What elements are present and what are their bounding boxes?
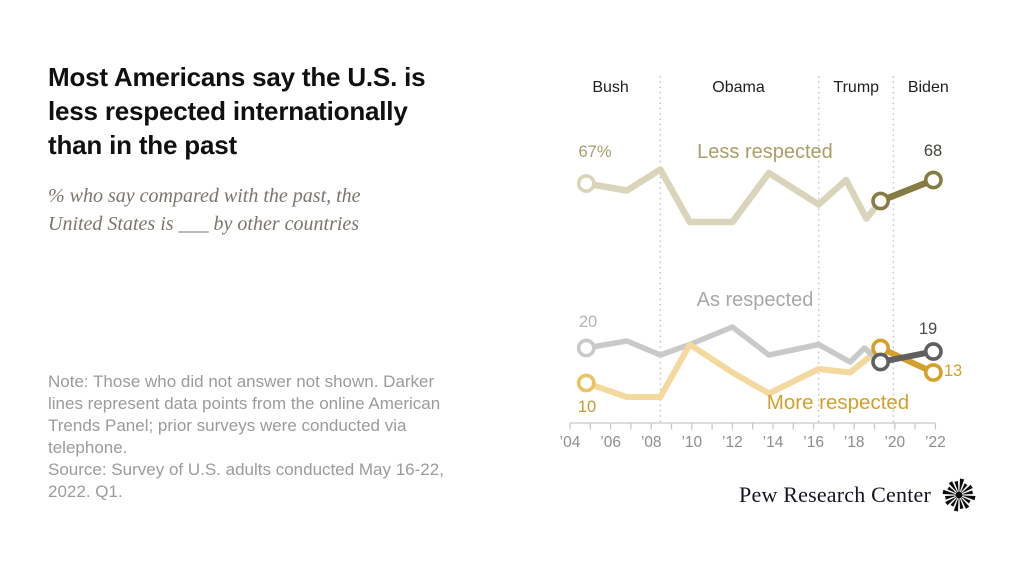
- starburst-ray: [960, 484, 973, 494]
- starburst-ray: [945, 496, 958, 506]
- starburst-ray: [959, 497, 964, 509]
- text-panel: Most Americans say the U.S. is less resp…: [48, 60, 518, 238]
- x-axis-label: ’06: [600, 434, 621, 451]
- x-axis-label: ’16: [803, 434, 824, 451]
- series-line-as_tel: [583, 324, 868, 365]
- chart-subtitle: % who say compared with the past, the Un…: [48, 182, 518, 238]
- value-label-68: 68: [924, 142, 942, 160]
- series-line-less_tel: [582, 166, 870, 226]
- starburst-ray: [960, 496, 970, 509]
- starburst-ray: [948, 481, 958, 494]
- value-label-13: 13: [944, 362, 962, 380]
- data-marker-more_atp: [923, 363, 943, 382]
- series-line-less_atp: [877, 176, 937, 205]
- x-axis-label: ’20: [884, 434, 905, 451]
- pew-starburst-icon: [942, 478, 976, 512]
- note-and-source: Note: Those who did not answer not shown…: [48, 371, 508, 503]
- data-marker-less_atp: [871, 191, 890, 211]
- data-marker-less_atp: [923, 170, 943, 190]
- series-label-less-respected: Less respected: [697, 141, 833, 163]
- president-label-bush: Bush: [592, 79, 628, 96]
- president-label-trump: Trump: [833, 79, 879, 96]
- starburst-ray: [960, 483, 968, 494]
- pew-logo: Pew Research Center: [739, 476, 978, 514]
- note-line: lines represent data points from the onl…: [48, 394, 441, 413]
- starburst-ray: [954, 481, 959, 493]
- starburst-ray: [953, 497, 959, 512]
- starburst-ray: [947, 486, 958, 494]
- pew-logo-text: Pew Research Center: [739, 482, 931, 507]
- chart-title: Most Americans say the U.S. is less resp…: [48, 60, 518, 162]
- series-label-more-respected: More respected: [767, 391, 909, 414]
- source-line: 2022. Q1.: [48, 482, 123, 501]
- note-line: Note: Those who did not answer not shown…: [48, 372, 435, 391]
- subtitle-line: % who say compared with the past, the: [48, 185, 361, 207]
- starburst-center: [955, 491, 963, 499]
- value-label-19: 19: [919, 320, 937, 338]
- title-line: Most Americans say the U.S. is: [48, 62, 426, 92]
- x-axis-label: ’10: [681, 434, 702, 451]
- x-axis-label: ’22: [925, 434, 946, 451]
- president-label-biden: Biden: [908, 79, 949, 96]
- value-label-67pct: 67%: [578, 143, 611, 161]
- starburst-ray: [961, 495, 976, 501]
- source-line: Source: Survey of U.S. adults conducted …: [48, 460, 444, 479]
- starburst-ray: [959, 478, 965, 493]
- start-marker-less_tel: [576, 174, 596, 193]
- x-axis-label: ’08: [641, 434, 662, 451]
- series-line-more_tel: [583, 341, 854, 400]
- value-label-10: 10: [578, 398, 596, 416]
- x-axis-label: ’12: [722, 434, 743, 451]
- subtitle-line: United States is ___ by other countries: [48, 213, 360, 235]
- starburst-ray: [950, 496, 958, 507]
- president-label-obama: Obama: [712, 79, 765, 96]
- starburst-ray: [945, 495, 957, 500]
- title-line: less respected internationally: [48, 96, 408, 126]
- data-marker-as_atp: [871, 352, 890, 372]
- series-line-more_atp: [877, 345, 937, 376]
- note-line: Trends Panel; prior surveys were conduct…: [48, 416, 407, 435]
- data-marker-as_atp: [923, 342, 943, 361]
- x-axis-label: ’18: [844, 434, 865, 451]
- series-label-as-respected: As respected: [697, 289, 814, 311]
- start-marker-as_tel: [576, 338, 596, 358]
- starburst-ray: [942, 489, 957, 495]
- value-label-20: 20: [579, 313, 597, 331]
- starburst-ray: [961, 490, 973, 495]
- note-line: telephone.: [48, 438, 128, 457]
- title-line: than in the past: [48, 130, 237, 160]
- x-axis-label: ’04: [560, 434, 581, 451]
- starburst-ray: [960, 496, 971, 504]
- start-marker-more_tel: [576, 373, 596, 393]
- x-axis-label: ’14: [763, 434, 784, 451]
